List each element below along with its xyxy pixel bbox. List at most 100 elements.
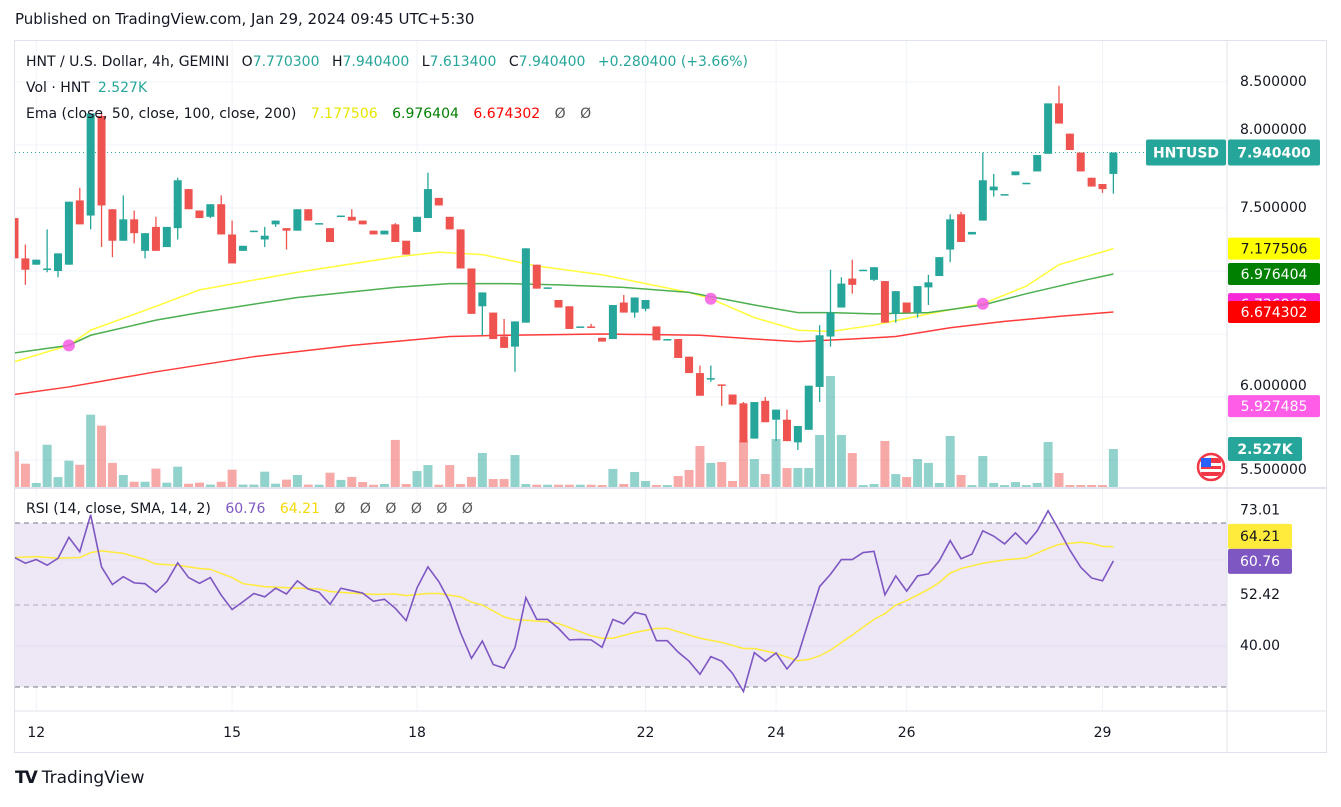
candle[interactable] [130, 210, 139, 244]
candle[interactable] [815, 325, 824, 403]
candle[interactable] [870, 267, 879, 282]
candle[interactable] [1065, 133, 1074, 151]
candle[interactable] [1022, 182, 1031, 185]
candle[interactable] [293, 209, 302, 231]
candle[interactable] [195, 210, 204, 219]
candle[interactable] [369, 230, 378, 235]
candle[interactable] [43, 229, 52, 273]
candle[interactable] [739, 402, 748, 443]
candle[interactable] [913, 286, 922, 318]
candle[interactable] [119, 195, 128, 241]
rsi-legend[interactable]: RSI (14, close, SMA, 14, 2) 60.76 64.21 … [26, 501, 473, 517]
candle[interactable] [804, 385, 813, 430]
candle[interactable] [1109, 152, 1118, 194]
candle[interactable] [837, 277, 846, 308]
candle[interactable] [445, 216, 454, 230]
candle[interactable] [1087, 177, 1096, 187]
candlestick-series[interactable] [11, 85, 1118, 450]
candle[interactable] [706, 365, 715, 382]
candle[interactable] [598, 337, 607, 342]
candle[interactable] [663, 339, 672, 341]
candle[interactable] [64, 201, 73, 265]
candle[interactable] [391, 223, 400, 243]
candle[interactable] [423, 172, 432, 219]
candle[interactable] [358, 220, 367, 225]
candle[interactable] [1011, 171, 1020, 176]
candle[interactable] [946, 214, 955, 263]
candle[interactable] [467, 268, 476, 314]
candle[interactable] [500, 318, 509, 348]
candle[interactable] [32, 259, 41, 265]
candle[interactable] [271, 220, 280, 227]
candle[interactable] [521, 248, 530, 323]
candle[interactable] [478, 292, 487, 336]
candle[interactable] [173, 177, 182, 240]
candle[interactable] [510, 321, 519, 372]
candle[interactable] [347, 209, 356, 221]
candle[interactable] [141, 233, 150, 259]
candle[interactable] [587, 323, 596, 328]
candle[interactable] [728, 394, 737, 405]
candle[interactable] [761, 397, 770, 423]
candle[interactable] [826, 269, 835, 347]
candle[interactable] [434, 197, 443, 206]
candle[interactable] [380, 230, 389, 235]
candle[interactable] [880, 281, 889, 323]
candle[interactable] [902, 302, 911, 313]
candle[interactable] [206, 204, 215, 219]
candle[interactable] [21, 244, 30, 285]
candle[interactable] [641, 299, 650, 312]
candle[interactable] [543, 287, 552, 289]
candle[interactable] [217, 195, 226, 235]
candle[interactable] [532, 264, 541, 289]
candle[interactable] [957, 211, 966, 243]
volume-legend[interactable]: Vol · HNT 2.527K [26, 80, 147, 96]
candle[interactable] [151, 216, 160, 251]
candle[interactable] [1044, 103, 1053, 154]
candle[interactable] [554, 299, 563, 308]
candle[interactable] [1054, 85, 1063, 124]
candle[interactable] [565, 306, 574, 329]
candle[interactable] [935, 257, 944, 277]
tradingview-brand[interactable]: TV TradingView [15, 768, 144, 788]
candle[interactable] [891, 291, 900, 323]
candle[interactable] [11, 218, 19, 259]
main-legend[interactable]: HNT / U.S. Dollar, 4h, GEMINI O7.770300 … [26, 54, 748, 70]
candle[interactable] [848, 259, 857, 294]
candle[interactable] [630, 297, 639, 318]
candle[interactable] [456, 229, 465, 269]
candle[interactable] [1033, 155, 1042, 172]
candle[interactable] [1000, 194, 1009, 196]
candle[interactable] [54, 253, 63, 278]
candle[interactable] [793, 426, 802, 450]
candle[interactable] [260, 226, 269, 248]
candle[interactable] [162, 226, 171, 248]
candle[interactable] [674, 339, 683, 358]
candle[interactable] [619, 294, 628, 313]
candle[interactable] [336, 215, 345, 218]
candle[interactable] [967, 231, 976, 235]
candle[interactable] [75, 187, 84, 225]
candle[interactable] [782, 409, 791, 442]
candle[interactable] [608, 305, 617, 340]
candle[interactable] [1098, 184, 1107, 193]
candle[interactable] [489, 312, 498, 340]
candle[interactable] [695, 365, 704, 396]
candle[interactable] [238, 245, 247, 251]
candle[interactable] [576, 326, 585, 328]
candle[interactable] [97, 113, 106, 248]
candle[interactable] [402, 240, 411, 255]
candle[interactable] [772, 409, 781, 442]
candle[interactable] [978, 152, 987, 221]
candle[interactable] [228, 220, 237, 264]
candle[interactable] [652, 326, 661, 341]
candle[interactable] [859, 269, 868, 272]
ema-legend[interactable]: Ema (close, 50, close, 100, close, 200) … [26, 106, 591, 122]
symbol-title[interactable]: HNT / U.S. Dollar, 4h, GEMINI [26, 54, 230, 70]
candle[interactable] [685, 356, 694, 374]
candle[interactable] [413, 216, 422, 232]
candle[interactable] [924, 274, 933, 306]
rsi-pane[interactable] [15, 509, 1115, 694]
candle[interactable] [249, 230, 258, 233]
